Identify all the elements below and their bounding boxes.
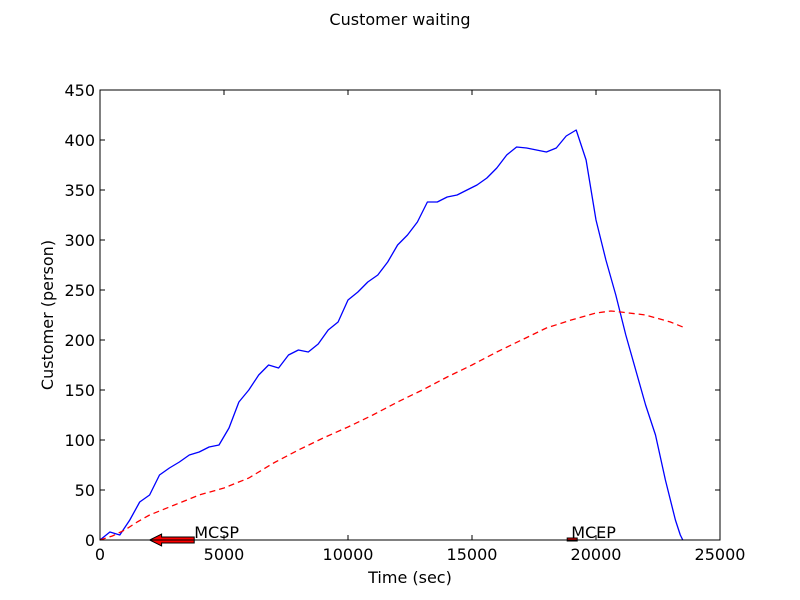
x-tick-label: 0 — [95, 545, 105, 564]
y-tick-label: 450 — [64, 81, 95, 100]
annotation-label: MCSP — [194, 523, 239, 542]
x-tick-label: 5000 — [204, 545, 245, 564]
y-tick-label: 100 — [64, 431, 95, 450]
annotation-label: MCEP — [571, 523, 616, 542]
x-tick-label: 20000 — [571, 545, 622, 564]
y-axis-label: Customer (person) — [38, 240, 57, 390]
y-tick-label: 300 — [64, 231, 95, 250]
plot-area: MCSP MCEP — [99, 89, 721, 547]
annotation-layer: MCSP MCEP — [148, 523, 616, 547]
y-tick-label: 250 — [64, 281, 95, 300]
series-layer — [99, 129, 684, 541]
x-axis: 0 5000 10000 15000 20000 25000 — [95, 90, 746, 564]
x-tick-label: 10000 — [323, 545, 374, 564]
y-tick-label: 350 — [64, 181, 95, 200]
x-tick-label: 15000 — [447, 545, 498, 564]
chart-title: Customer waiting — [329, 10, 470, 29]
y-tick-label: 0 — [85, 531, 95, 550]
y-tick-label: 200 — [64, 331, 95, 350]
series-line-solid — [99, 129, 684, 541]
series-line-dashed — [99, 310, 684, 541]
y-tick-label: 150 — [64, 381, 95, 400]
x-tick-label: 25000 — [695, 545, 746, 564]
y-axis: 0 50 100 150 200 250 300 350 400 450 — [64, 81, 720, 550]
y-tick-label: 50 — [75, 481, 95, 500]
plot-frame — [99, 89, 721, 541]
y-tick-label: 400 — [64, 131, 95, 150]
x-axis-label: Time (sec) — [367, 568, 452, 587]
